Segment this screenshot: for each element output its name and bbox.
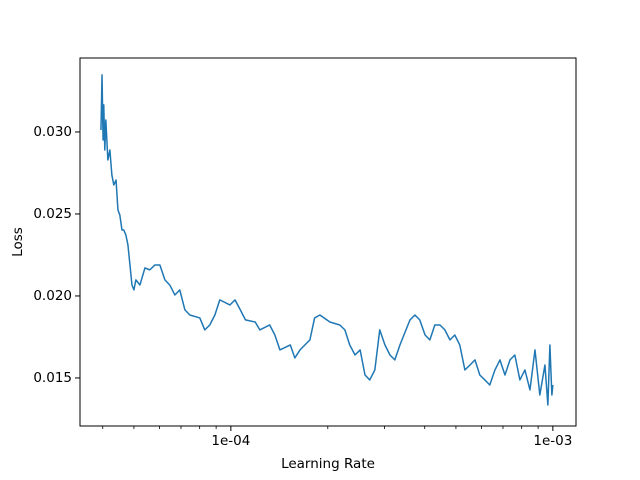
y-tick-label: 0.015: [33, 370, 72, 386]
y-axis-label: Loss: [10, 227, 26, 257]
y-tick-label: 0.030: [33, 124, 72, 140]
x-tick-label: 1e-04: [211, 433, 250, 449]
y-tick-label: 0.020: [33, 288, 72, 304]
plot-frame: [79, 57, 577, 427]
y-tick-label: 0.025: [33, 206, 72, 222]
x-tick-label: 1e-03: [533, 433, 572, 449]
x-axis-label: Learning Rate: [281, 456, 375, 472]
loss-line: [100, 74, 554, 406]
